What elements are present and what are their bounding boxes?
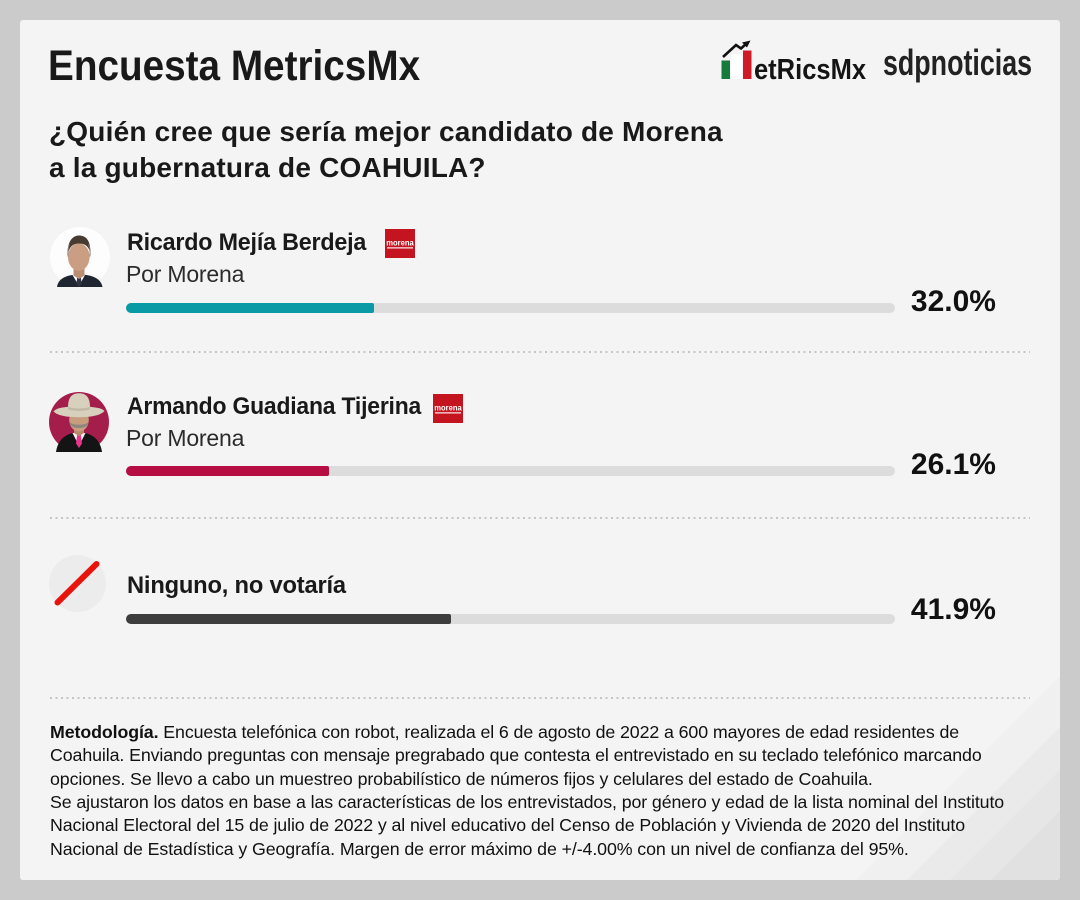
svg-text:etRicsMx: etRicsMx [754, 54, 866, 86]
svg-text:morena: morena [386, 238, 414, 248]
svg-text:morena: morena [434, 403, 462, 413]
